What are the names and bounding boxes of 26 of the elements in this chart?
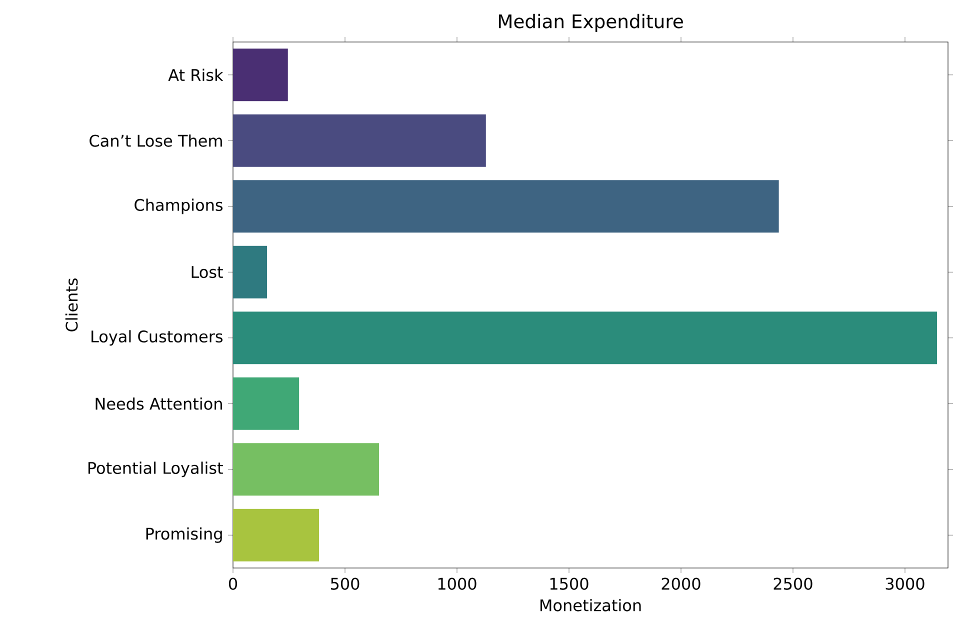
bar xyxy=(233,48,288,102)
bar xyxy=(233,180,779,233)
bar xyxy=(233,114,486,167)
bar xyxy=(233,377,300,430)
y-tick-label: Can’t Lose Them xyxy=(90,134,222,147)
x-tick-label: 0 xyxy=(228,578,238,590)
chart-title: Median Expenditure xyxy=(498,14,683,32)
y-tick-label: Promising xyxy=(146,527,222,543)
x-tick-label: 3000 xyxy=(886,578,924,590)
bar xyxy=(233,443,380,496)
bar xyxy=(233,312,938,364)
y-tick-label: Champions xyxy=(134,198,223,214)
x-tick-label: 2500 xyxy=(774,578,812,590)
x-tick-label: 500 xyxy=(330,578,360,590)
x-tick-label: 1500 xyxy=(550,578,588,590)
x-axis-title: Monetization xyxy=(540,598,641,612)
bar xyxy=(233,246,268,298)
x-tick-label: 1000 xyxy=(438,578,476,590)
bar xyxy=(233,508,320,562)
x-tick-label: 2000 xyxy=(662,578,700,590)
y-axis-title: Clients xyxy=(65,278,78,332)
y-tick-label: Potential Loyalist xyxy=(88,462,223,478)
y-tick-label: Needs Attention xyxy=(96,397,222,410)
y-tick-label: Loyal Customers xyxy=(92,330,222,346)
y-tick-label: Lost xyxy=(192,266,223,278)
y-tick-label: At Risk xyxy=(168,68,224,82)
